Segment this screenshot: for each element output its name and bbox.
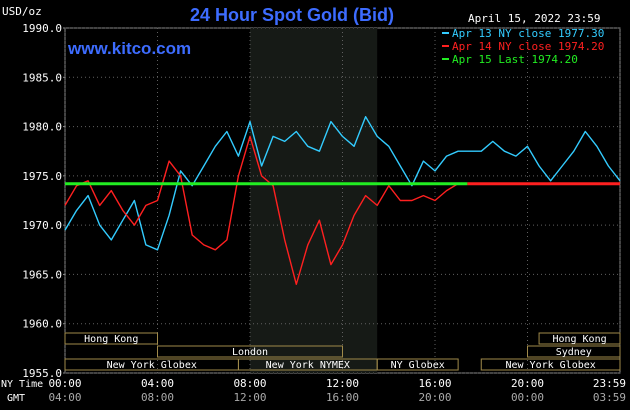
session-box: [157, 345, 343, 358]
x-tick-label-gmt: 16:00: [326, 391, 359, 404]
session-box: [480, 358, 621, 371]
chart-title: 24 Hour Spot Gold (Bid): [190, 5, 394, 25]
ny-session-shade: [250, 28, 378, 373]
y-tick-label: 1960.0: [22, 318, 62, 331]
gmt-label: GMT: [7, 393, 25, 404]
series-line: [64, 115, 621, 251]
x-tick-label-gmt: 08:00: [141, 391, 174, 404]
y-tick-label: 1980.0: [22, 121, 62, 134]
session-label: Hong Kong: [84, 334, 138, 345]
session-label: Sydney: [556, 347, 592, 358]
session-label: New York NYMEX: [266, 360, 350, 371]
legend-entry: Apr 13 NY close 1977.30: [452, 27, 604, 40]
session-label: New York Globex: [505, 360, 595, 371]
legend-entry: Apr 15 Last 1974.20: [452, 53, 578, 66]
session-box: [538, 332, 621, 345]
session-label: Hong Kong: [552, 334, 606, 345]
x-tick-label-ny: 23:59: [593, 377, 626, 390]
x-tick-label-ny: 00:00: [48, 377, 81, 390]
y-axis: 1955.0 1960.0 1965.0 1970.0 1975.0 1980.0 1985…: [22, 22, 65, 380]
x-tick-label-gmt: 20:00: [418, 391, 451, 404]
units-label: USD/oz: [2, 5, 42, 18]
x-tick-label-ny: 20:00: [511, 377, 544, 390]
session-box: [527, 345, 621, 358]
x-tick-label-gmt: 00:00: [511, 391, 544, 404]
x-tick-label-gmt: 04:00: [48, 391, 81, 404]
site-watermark: www.kitco.com: [67, 39, 191, 58]
session-label: New York Globex: [107, 360, 197, 371]
x-tick-label-gmt: 12:00: [233, 391, 266, 404]
x-tick-label-ny: 08:00: [233, 377, 266, 390]
series-lines: [64, 115, 621, 285]
x-axis: 00:0004:0004:0008:0008:0012:0012:0016:00…: [48, 377, 626, 404]
x-tick-label-ny: 16:00: [418, 377, 451, 390]
y-tick-label: 1990.0: [22, 22, 62, 35]
y-tick-label: 1985.0: [22, 71, 62, 84]
session-box: [376, 358, 459, 371]
x-tick-label-gmt: 03:59: [593, 391, 626, 404]
x-tick-label-ny: 12:00: [326, 377, 359, 390]
y-tick-label: 1965.0: [22, 268, 62, 281]
plot-area: Hong Kong London New York Globex New York N…: [64, 27, 621, 374]
session-box: [64, 332, 158, 345]
y-tick-label: 1970.0: [22, 219, 62, 232]
session-bars: Hong Kong London New York Globex New York N…: [64, 332, 621, 371]
session-label: NY Globex: [391, 360, 445, 371]
ny-time-label: NY Time: [1, 379, 43, 390]
grid: [64, 27, 621, 374]
y-tick-label: 1955.0: [22, 367, 62, 380]
x-tick-label-ny: 04:00: [141, 377, 174, 390]
y-tick-label: 1975.0: [22, 170, 62, 183]
series-line: [64, 135, 459, 285]
session-label: London: [232, 347, 268, 358]
legend-entry: Apr 14 NY close 1974.20: [452, 40, 604, 53]
date-stamp: April 15, 2022 23:59: [468, 12, 600, 25]
